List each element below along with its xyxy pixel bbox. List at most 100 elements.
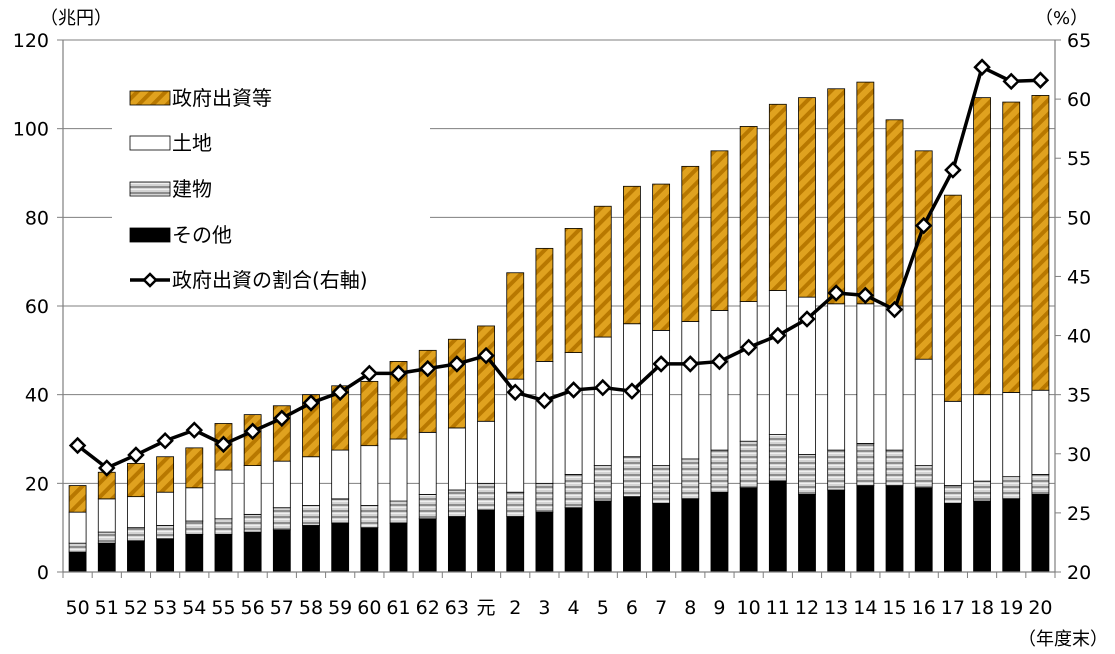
bar-segment bbox=[331, 522, 350, 573]
ratio-line-path bbox=[76, 65, 1041, 470]
bar-segment bbox=[68, 542, 87, 553]
bar-segment bbox=[535, 247, 554, 362]
bar-segment bbox=[768, 103, 787, 291]
bar-segment bbox=[1002, 498, 1021, 573]
ratio-point bbox=[914, 216, 933, 235]
bar-segment bbox=[68, 511, 87, 544]
right-tick-label: 35 bbox=[1067, 385, 1091, 407]
bar-segment bbox=[214, 533, 233, 573]
bar-segment bbox=[1031, 474, 1050, 495]
bar-segment bbox=[652, 502, 671, 573]
x-tick-label: 51 bbox=[95, 597, 119, 619]
bar-segment bbox=[739, 126, 758, 302]
bar-segment bbox=[243, 513, 262, 533]
x-tick-label: 18 bbox=[970, 597, 994, 619]
x-tick-label: 9 bbox=[713, 597, 725, 619]
ratio-point bbox=[593, 378, 612, 397]
bar-segment bbox=[1002, 476, 1021, 500]
bar-segment bbox=[535, 511, 554, 573]
x-tick-label: 16 bbox=[912, 597, 936, 619]
bar-segment bbox=[652, 183, 671, 331]
x-tick-label: 61 bbox=[386, 597, 410, 619]
ratio-point bbox=[944, 161, 962, 179]
legend-swatch bbox=[129, 90, 171, 106]
right-tick-label: 45 bbox=[1067, 266, 1091, 288]
bar-segment bbox=[914, 150, 933, 360]
bar-segment bbox=[564, 352, 583, 475]
bar-segment bbox=[710, 449, 729, 493]
bar-segment bbox=[856, 81, 875, 305]
bar-segment bbox=[389, 438, 408, 502]
bar-segment bbox=[418, 494, 437, 520]
ratio-point bbox=[1002, 72, 1021, 91]
x-tick-label: 53 bbox=[153, 597, 177, 619]
legend-marker bbox=[142, 272, 158, 288]
ratio-point bbox=[331, 383, 349, 402]
x-tick-label: 17 bbox=[941, 597, 965, 619]
x-tick-label: 5 bbox=[597, 597, 609, 619]
bar-segment bbox=[827, 489, 846, 573]
bar-segment bbox=[710, 310, 729, 451]
bar-segment bbox=[1031, 95, 1050, 391]
x-tick-label: 58 bbox=[299, 597, 323, 619]
bar-segment bbox=[856, 485, 875, 573]
ratio-point bbox=[973, 58, 991, 76]
bar-segment bbox=[768, 290, 787, 435]
left-tick-label: 0 bbox=[37, 562, 49, 584]
bar-segment bbox=[885, 119, 904, 307]
bar-segment bbox=[389, 522, 408, 573]
bar-segment bbox=[535, 482, 554, 513]
x-tick-label: 元 bbox=[477, 597, 496, 619]
left-axis-ticks: 0 20 40 60 80 100 120 bbox=[13, 30, 63, 584]
bar-segment bbox=[885, 305, 904, 451]
bar-segment bbox=[885, 485, 904, 573]
ratio-point bbox=[448, 355, 466, 373]
bar-segment bbox=[156, 525, 175, 540]
bar-segment bbox=[331, 498, 350, 524]
bar-segment bbox=[477, 509, 495, 573]
bar-segment bbox=[302, 525, 320, 573]
bar-segment bbox=[477, 420, 495, 484]
bar-segment bbox=[447, 338, 466, 429]
x-tick-label: 60 bbox=[357, 597, 381, 619]
x-tick-label: 14 bbox=[853, 597, 877, 619]
ratio-point bbox=[302, 394, 320, 412]
ratio-point bbox=[739, 338, 758, 357]
bar-segment bbox=[272, 460, 291, 509]
bar-segment bbox=[272, 529, 291, 573]
ratio-point bbox=[652, 355, 670, 373]
bar-segment bbox=[564, 228, 583, 353]
ratio-line bbox=[68, 58, 1050, 477]
ratio-point bbox=[68, 436, 87, 455]
left-tick-label: 80 bbox=[25, 207, 49, 229]
bar-segment bbox=[97, 531, 116, 544]
bar-segment bbox=[623, 456, 641, 498]
bar-series bbox=[68, 81, 1050, 573]
bar-segment bbox=[127, 540, 145, 573]
bar-segment bbox=[681, 321, 700, 460]
x-tick-label: 63 bbox=[445, 597, 469, 619]
bar-segment bbox=[827, 88, 846, 305]
bar-segment bbox=[185, 447, 204, 489]
bar-segment bbox=[185, 487, 204, 522]
ratio-point bbox=[1031, 71, 1050, 89]
left-tick-label: 120 bbox=[13, 30, 49, 52]
legend-label: その他 bbox=[172, 223, 232, 247]
bar-segment bbox=[214, 469, 233, 520]
bar-segment bbox=[681, 498, 700, 573]
x-tick-label: 50 bbox=[65, 597, 89, 619]
right-tick-label: 30 bbox=[1067, 444, 1091, 466]
bar-segment bbox=[214, 518, 233, 535]
x-tick-label: 19 bbox=[999, 597, 1023, 619]
bar-segment bbox=[856, 443, 875, 486]
bar-segment bbox=[739, 301, 758, 442]
x-tick-label: 7 bbox=[655, 597, 667, 619]
bar-segment bbox=[798, 454, 816, 495]
bar-segment bbox=[302, 456, 320, 506]
left-tick-label: 60 bbox=[25, 296, 49, 318]
ratio-point bbox=[710, 352, 729, 371]
ratio-point bbox=[185, 421, 204, 439]
bar-segment bbox=[768, 434, 787, 482]
